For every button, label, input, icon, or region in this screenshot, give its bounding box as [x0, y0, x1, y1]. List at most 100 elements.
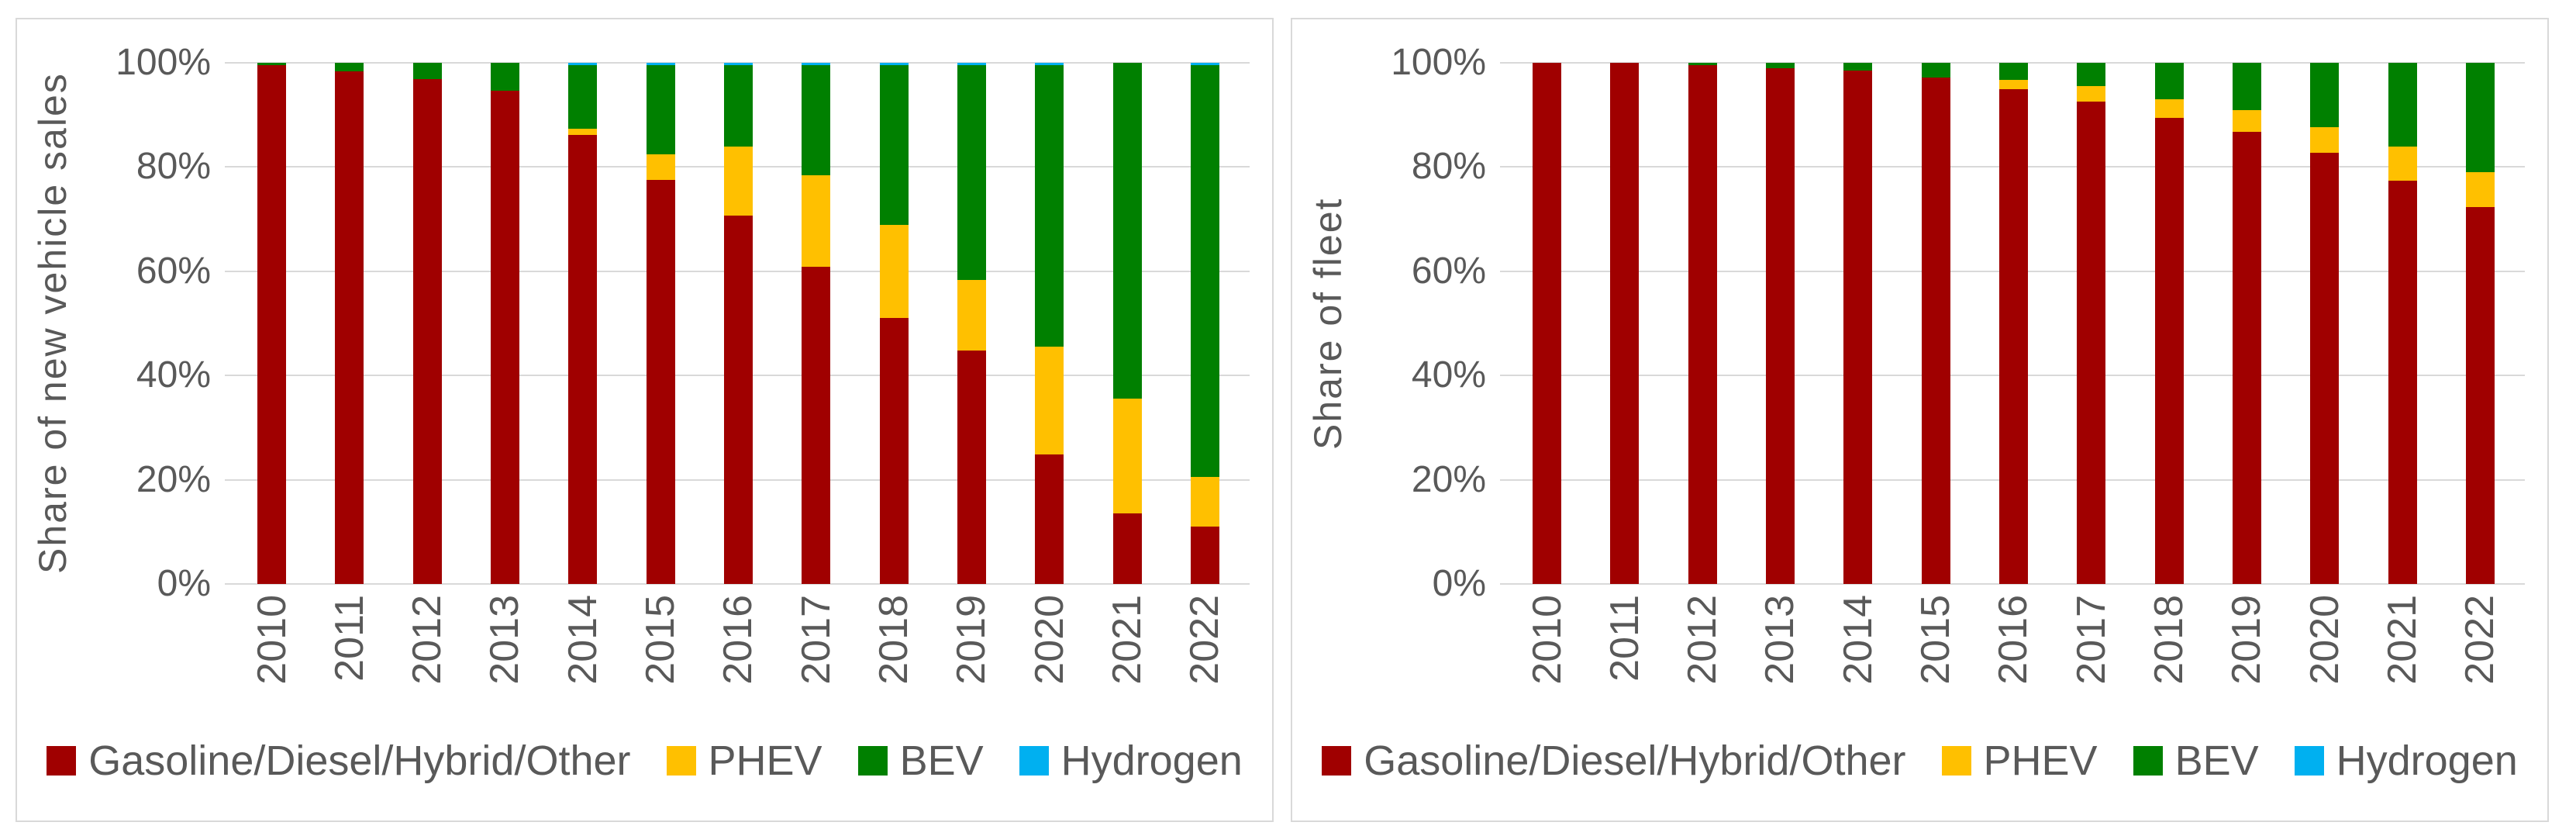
segment-bev-2020	[2310, 63, 2340, 128]
x-tick-label-2022: 2022	[2457, 595, 2503, 685]
segment-bev-2016	[723, 64, 753, 147]
plot-area	[225, 62, 1250, 585]
x-tick-cell: 2022	[1182, 595, 1227, 731]
x-tick-label-2013: 2013	[1757, 595, 1803, 685]
x-tick-cell: 2016	[1991, 595, 2036, 731]
segment-bev-2021	[2388, 63, 2417, 147]
segment-gasoline-diesel-hybrid-other-2015	[646, 180, 675, 584]
y-tick-label: 40%	[136, 354, 211, 396]
bar-2015	[1921, 63, 1950, 584]
x-tick-cell: 2019	[2224, 595, 2269, 731]
bar-2011	[1610, 63, 1640, 584]
x-tick-cell: 2011	[1602, 595, 1647, 731]
y-tick-label: 20%	[1411, 458, 1486, 500]
segment-hydrogen-2020	[1035, 63, 1064, 65]
segment-phev-2018	[2154, 99, 2184, 118]
segment-phev-2021	[1112, 399, 1142, 514]
x-tick-label-2018: 2018	[871, 595, 917, 685]
segment-phev-2022	[1190, 476, 1219, 527]
x-tick-label-2021: 2021	[2380, 595, 2426, 685]
legend-swatch-icon	[666, 746, 696, 776]
segment-gasoline-diesel-hybrid-other-2016	[723, 215, 753, 584]
gridline	[1500, 583, 2525, 585]
segment-gasoline-diesel-hybrid-other-2011	[335, 71, 364, 584]
x-tick-cell: 2014	[560, 595, 605, 731]
x-tick-label-2018: 2018	[2147, 595, 2192, 685]
x-tick-cell: 2018	[2147, 595, 2191, 731]
x-tick-cell: 2017	[2069, 595, 2114, 731]
y-tick-label: 100%	[1391, 42, 1486, 83]
legend-swatch-icon	[1322, 746, 1352, 776]
x-tick-label-2012: 2012	[405, 595, 450, 685]
legend: Gasoline/Diesel/Hybrid/Other PHEV BEV Hydro…	[1292, 737, 2547, 785]
x-axis-labels: 2010 2011 2012 2013 2014 2015 2016 2017 2018 2019…	[1500, 595, 2525, 731]
segment-bev-2019	[2232, 63, 2261, 110]
bar-2014	[568, 63, 598, 584]
x-tick-label-2015: 2015	[1913, 595, 1959, 685]
x-tick-cell: 2021	[2380, 595, 2425, 731]
bar-2020	[1035, 63, 1064, 584]
y-axis-ticks: 0% 20% 40% 60% 80% 100%	[64, 43, 211, 603]
legend-item-hydrogen: Hydrogen	[2294, 737, 2518, 785]
segment-gasoline-diesel-hybrid-other-2020	[1035, 454, 1064, 584]
segment-gasoline-diesel-hybrid-other-2014	[1843, 71, 1873, 584]
legend-label: Gasoline/Diesel/Hybrid/Other	[1364, 738, 1906, 784]
segment-phev-2021	[2388, 146, 2417, 181]
y-axis-ticks: 0% 20% 40% 60% 80% 100%	[1339, 43, 1486, 603]
segment-gasoline-diesel-hybrid-other-2018	[2154, 117, 2184, 584]
y-tick-label: 80%	[1411, 146, 1486, 188]
x-tick-cell: 2015	[1913, 595, 1958, 731]
legend-label: Hydrogen	[1060, 738, 1243, 784]
segment-bev-2011	[335, 63, 364, 72]
gridline	[225, 62, 1250, 64]
legend-item-bev: BEV	[857, 737, 984, 785]
x-tick-cell: 2020	[1027, 595, 1072, 731]
bar-2010	[1533, 63, 1561, 584]
legend-swatch-icon	[1941, 746, 1971, 776]
segment-bev-2021	[1112, 63, 1142, 399]
segment-bev-2016	[1998, 63, 2028, 80]
segment-bev-2022	[2465, 63, 2495, 173]
legend-label: Hydrogen	[2336, 738, 2518, 784]
segment-gasoline-diesel-hybrid-other-2019	[2232, 131, 2261, 584]
x-axis-labels: 2010 2011 2012 2013 2014 2015 2016 2017 2018 2019…	[225, 595, 1250, 731]
segment-bev-2015	[646, 64, 675, 154]
segment-gasoline-diesel-hybrid-other-2012	[1688, 65, 1717, 584]
bar-2016	[723, 63, 753, 584]
x-tick-label-2010: 2010	[1524, 595, 1570, 685]
segment-phev-2019	[2232, 109, 2261, 132]
segment-gasoline-diesel-hybrid-other-2021	[1112, 513, 1142, 584]
y-tick-label: 100%	[116, 42, 211, 83]
x-tick-label-2021: 2021	[1105, 595, 1150, 685]
legend-item-bev: BEV	[2133, 737, 2259, 785]
segment-hydrogen-2019	[957, 63, 986, 65]
bar-2013	[1765, 63, 1795, 584]
x-tick-cell: 2021	[1105, 595, 1150, 731]
bar-2021	[1112, 63, 1142, 584]
segment-bev-2022	[1190, 64, 1219, 477]
segment-hydrogen-2022	[1190, 63, 1219, 65]
legend-item-phev: PHEV	[1941, 737, 2098, 785]
segment-gasoline-diesel-hybrid-other-2022	[1190, 527, 1219, 584]
y-tick-label: 60%	[136, 250, 211, 292]
segment-phev-2016	[723, 146, 753, 216]
segment-phev-2020	[2310, 127, 2340, 153]
x-tick-label-2020: 2020	[1026, 595, 1072, 685]
segment-phev-2016	[1998, 79, 2028, 89]
segment-bev-2014	[1843, 63, 1873, 71]
x-tick-cell: 2013	[482, 595, 527, 731]
segment-phev-2014	[568, 129, 598, 136]
x-tick-cell: 2011	[327, 595, 372, 731]
legend-swatch-icon	[2133, 746, 2163, 776]
bars	[225, 63, 1250, 584]
segment-bev-2013	[1765, 63, 1795, 68]
y-tick-label: 80%	[136, 146, 211, 188]
x-tick-label-2014: 2014	[560, 595, 605, 685]
x-tick-label-2016: 2016	[716, 595, 761, 685]
segment-bev-2019	[957, 64, 986, 280]
segment-bev-2010	[257, 63, 286, 65]
segment-gasoline-diesel-hybrid-other-2016	[1998, 88, 2028, 584]
bar-2017	[802, 63, 831, 584]
segment-gasoline-diesel-hybrid-other-2010	[1533, 63, 1561, 584]
segment-gasoline-diesel-hybrid-other-2018	[879, 317, 909, 584]
